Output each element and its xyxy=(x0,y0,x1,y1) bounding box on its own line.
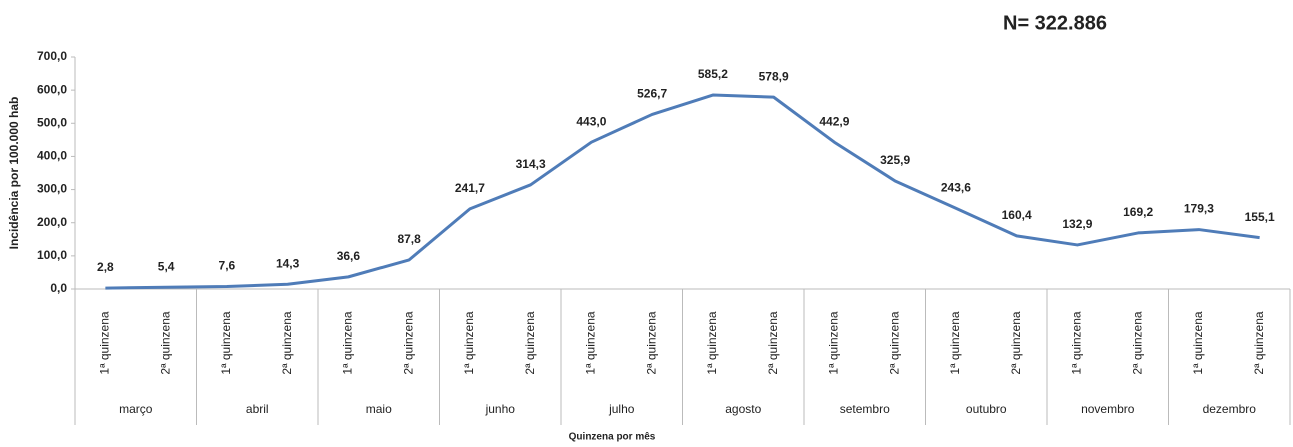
x-tick-label: 1ª quinzena xyxy=(1191,311,1205,374)
x-axis-title: Quinzena por mês xyxy=(569,432,656,443)
x-tick-label: 1ª quinzena xyxy=(827,311,841,374)
group-label: dezembro xyxy=(1203,402,1257,416)
data-label: 585,2 xyxy=(698,67,728,81)
y-tick-label: 400,0 xyxy=(37,149,67,163)
data-label: 87,8 xyxy=(397,232,421,246)
data-label: 243,6 xyxy=(941,180,971,194)
y-tick-label: 0,0 xyxy=(50,281,67,295)
x-tick-label: 2ª quinzena xyxy=(887,311,901,374)
group-label: outubro xyxy=(966,402,1007,416)
group-label: agosto xyxy=(725,402,761,416)
data-label: 169,2 xyxy=(1123,205,1153,219)
data-label: 442,9 xyxy=(819,114,849,128)
x-tick-label: 2ª quinzena xyxy=(158,311,172,374)
group-label: maio xyxy=(366,402,392,416)
group-label: novembro xyxy=(1081,402,1135,416)
x-tick-label: 2ª quinzena xyxy=(523,311,537,374)
x-tick-label: 1ª quinzena xyxy=(705,311,719,374)
data-label: 5,4 xyxy=(158,259,175,273)
x-tick-label: 2ª quinzena xyxy=(1009,311,1023,374)
x-tick-label: 1ª quinzena xyxy=(462,311,476,374)
x-tick-label: 2ª quinzena xyxy=(401,311,415,374)
x-tick-label: 1ª quinzena xyxy=(948,311,962,374)
data-label: 160,4 xyxy=(1002,208,1032,222)
data-label: 36,6 xyxy=(337,249,361,263)
data-label: 443,0 xyxy=(576,114,606,128)
line xyxy=(105,93,1260,290)
data-label: 7,6 xyxy=(219,259,236,273)
y-tick-label: 700,0 xyxy=(37,49,67,63)
data-label: 14,3 xyxy=(276,256,300,270)
x-tick-label: 1ª quinzena xyxy=(219,311,233,374)
y-tick-label: 300,0 xyxy=(37,182,67,196)
data-label: 314,3 xyxy=(516,157,546,171)
data-label: 578,9 xyxy=(759,69,789,83)
data-label: 2,8 xyxy=(97,260,114,274)
x-tick-label: 1ª quinzena xyxy=(1070,311,1084,374)
data-label: 526,7 xyxy=(637,87,667,101)
x-tick-label: 2ª quinzena xyxy=(644,311,658,374)
data-label: 132,9 xyxy=(1062,217,1092,231)
group-label: abril xyxy=(246,402,269,416)
data-label: 155,1 xyxy=(1245,210,1275,224)
x-tick-label: 1ª quinzena xyxy=(584,311,598,374)
group-label: setembro xyxy=(840,402,890,416)
x-tick-label: 1ª quinzena xyxy=(98,311,112,374)
x-tick-label: 2ª quinzena xyxy=(280,311,294,374)
group-label: março xyxy=(119,402,153,416)
y-axis-title: Incidência por 100.000 hab xyxy=(7,97,21,250)
x-tick-label: 2ª quinzena xyxy=(1252,311,1266,374)
y-tick-label: 500,0 xyxy=(37,115,67,129)
data-label: 179,3 xyxy=(1184,202,1214,216)
x-tick-label: 2ª quinzena xyxy=(1130,311,1144,374)
group-label: julho xyxy=(608,402,635,416)
y-tick-label: 600,0 xyxy=(37,82,67,96)
data-label: 241,7 xyxy=(455,181,485,195)
data-label: 325,9 xyxy=(880,153,910,167)
x-tick-label: 1ª quinzena xyxy=(341,311,355,374)
annotation: N= 322.886 xyxy=(1003,12,1107,34)
y-tick-label: 200,0 xyxy=(37,215,67,229)
x-tick-label: 2ª quinzena xyxy=(766,311,780,374)
y-tick-label: 100,0 xyxy=(37,248,67,262)
group-label: junho xyxy=(485,402,516,416)
